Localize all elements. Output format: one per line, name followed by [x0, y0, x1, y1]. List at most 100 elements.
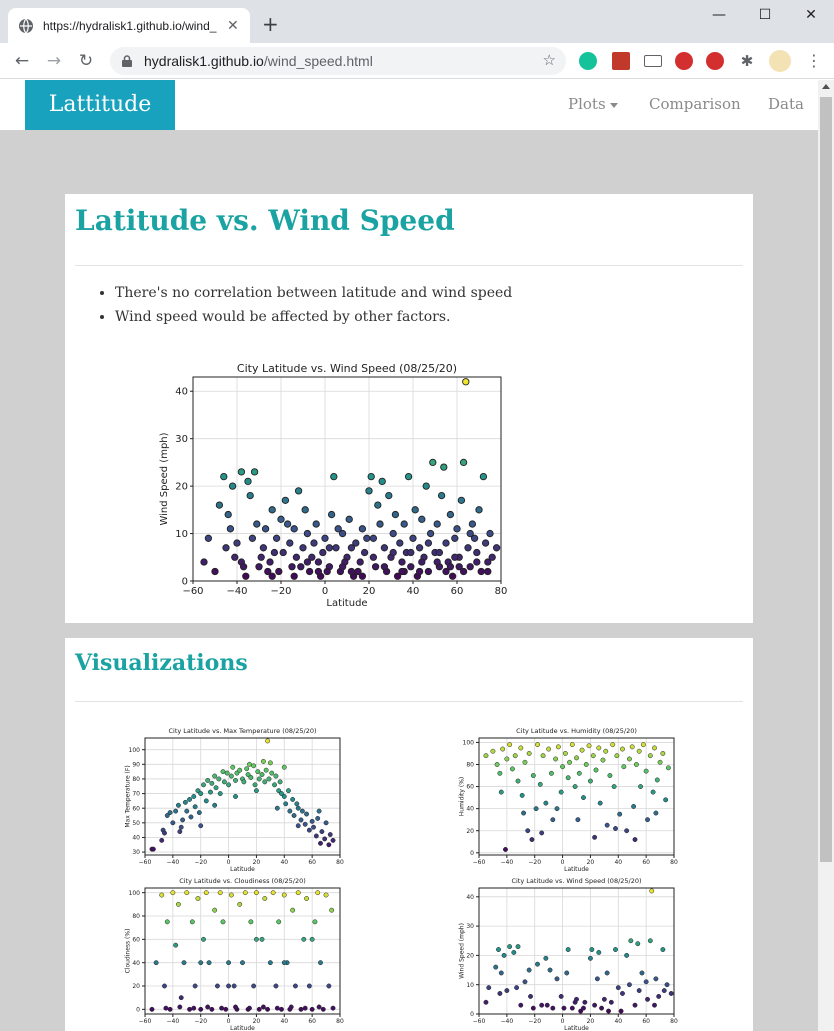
browser-tab[interactable]: https://hydralisk1.github.io/wind_ ✕	[8, 8, 250, 43]
data-point	[512, 753, 518, 759]
data-point	[553, 756, 559, 762]
y-tick-label: 0	[136, 1006, 140, 1013]
data-point	[589, 947, 595, 952]
data-point	[462, 378, 470, 386]
data-point	[369, 534, 378, 542]
data-point	[396, 539, 404, 547]
data-point	[163, 1005, 169, 1011]
data-point	[309, 936, 315, 942]
data-point	[515, 778, 521, 784]
data-point	[290, 796, 296, 802]
data-point	[334, 525, 342, 533]
x-tick-label: 40	[280, 859, 288, 866]
x-tick-label: −60	[182, 586, 203, 597]
site-navbar: Lattitude Plots Comparison Data	[0, 80, 818, 130]
data-point	[244, 766, 250, 772]
data-point	[640, 742, 646, 748]
maximize-icon[interactable]: ☐	[758, 7, 772, 23]
data-point	[294, 487, 303, 495]
data-point	[288, 1004, 294, 1010]
data-point	[633, 762, 639, 767]
y-tick-label: 100	[463, 740, 475, 747]
grammarly-extension-icon[interactable]	[579, 52, 597, 70]
visualizations-title: Visualizations	[75, 650, 248, 676]
back-icon[interactable]: ←	[14, 51, 30, 71]
scrollbar-thumb[interactable]	[820, 97, 832, 862]
data-point	[626, 756, 632, 762]
data-point	[515, 944, 521, 950]
minimize-icon[interactable]: —	[712, 7, 726, 23]
window-close-icon[interactable]: ✕	[805, 7, 817, 23]
data-point	[191, 1005, 197, 1011]
menu-kebab-icon[interactable]: ⋮	[806, 51, 822, 70]
bookmark-star-icon[interactable]: ☆	[542, 51, 556, 69]
data-point	[231, 553, 239, 561]
data-point	[248, 919, 254, 925]
tab-close-icon[interactable]: ✕	[227, 17, 239, 34]
data-point	[488, 553, 496, 561]
data-point	[187, 796, 193, 802]
data-point	[628, 938, 634, 944]
max-temperature-chart[interactable]: −60 −40 −20 0 20 40 60 80 30 40 50 60 70 80 90 100 City …	[115, 726, 350, 871]
data-point	[242, 572, 250, 580]
extension-icon-red-2[interactable]	[706, 52, 724, 70]
new-tab-icon[interactable]: +	[262, 12, 279, 36]
humidity-chart[interactable]: −60 −40 −20 0 20 40 60 80 0 20 40 60 80 100 City Latit…	[449, 726, 684, 871]
data-point	[453, 525, 461, 533]
data-point	[291, 813, 297, 818]
data-point	[543, 800, 549, 806]
data-point	[256, 776, 262, 782]
data-point	[170, 890, 176, 896]
nav-plots-dropdown[interactable]: Plots	[568, 95, 618, 113]
data-point	[660, 751, 666, 756]
cloudiness-chart[interactable]: −60 −40 −20 0 20 40 60 80 0 20 40 60 80 100 City Latit…	[115, 876, 350, 1031]
data-point	[530, 1005, 536, 1011]
scroll-up-arrow-icon[interactable]	[822, 84, 830, 89]
x-tick-label: 20	[587, 1018, 595, 1025]
data-point	[195, 896, 201, 901]
data-point	[259, 544, 268, 552]
data-point	[540, 753, 546, 759]
data-point	[424, 539, 433, 547]
data-point	[437, 491, 446, 500]
x-tick-label: 80	[336, 1018, 344, 1025]
data-point	[371, 563, 380, 571]
data-point	[263, 767, 269, 773]
data-point	[198, 960, 204, 966]
bookmark-extension-icon[interactable]	[612, 52, 630, 70]
extension-icon-red-1[interactable]	[675, 52, 693, 70]
nav-comparison[interactable]: Comparison	[649, 95, 741, 113]
title-divider	[75, 265, 743, 266]
address-bar[interactable]: hydralisk1.github.io/wind_speed.html ☆	[110, 47, 566, 75]
data-point	[321, 534, 329, 542]
profile-avatar[interactable]	[769, 50, 791, 72]
data-point	[312, 919, 318, 925]
data-point	[221, 779, 227, 785]
data-point	[565, 775, 571, 781]
data-point	[290, 907, 296, 913]
data-point	[418, 515, 426, 523]
data-point	[539, 1002, 545, 1008]
wind-speed-thumbnail-chart[interactable]: −60 −40 −20 0 20 40 60 80 0 10 20 30 40 City Latitude…	[449, 876, 684, 1031]
x-tick-label: 40	[407, 586, 420, 597]
data-point	[259, 772, 265, 778]
site-brand[interactable]: Lattitude	[25, 80, 175, 130]
nav-data[interactable]: Data	[768, 95, 804, 113]
data-point	[237, 767, 243, 773]
data-point	[302, 821, 308, 827]
reload-icon[interactable]: ↻	[78, 51, 94, 71]
data-point	[290, 525, 298, 533]
data-point	[442, 539, 450, 547]
extensions-puzzle-icon[interactable]: ✱	[740, 52, 754, 70]
data-point	[638, 784, 644, 790]
data-point	[526, 751, 532, 756]
screen-extension-icon[interactable]	[644, 55, 662, 67]
data-point	[352, 539, 360, 547]
x-axis-label: Latitude	[564, 1025, 589, 1031]
forward-icon[interactable]: →	[46, 51, 62, 71]
lock-icon	[122, 55, 132, 67]
data-point	[279, 548, 287, 557]
data-point	[259, 936, 265, 942]
data-point	[360, 548, 369, 557]
data-point	[175, 901, 181, 907]
